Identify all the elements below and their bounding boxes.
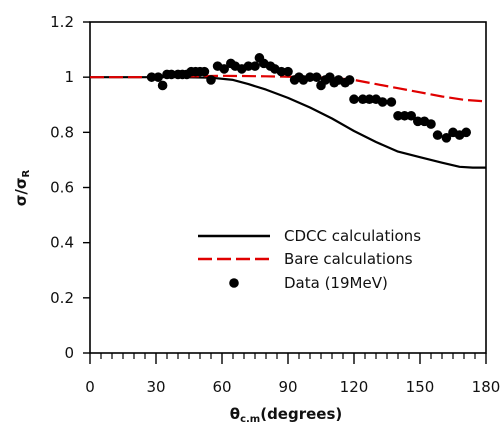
legend-label: Bare calculations — [284, 250, 413, 268]
data-point — [276, 66, 287, 77]
y-tick-label: 0.2 — [50, 289, 74, 307]
data-point — [146, 72, 157, 82]
x-tick-label: 120 — [340, 378, 369, 396]
data-point — [349, 94, 359, 105]
y-axis-title-main: σ/σ — [12, 177, 30, 206]
data-point — [283, 66, 293, 77]
y-tick-label: 1.2 — [50, 13, 74, 31]
data-point — [426, 119, 436, 129]
data-point — [413, 116, 423, 127]
y-axis-title-sub: R — [21, 169, 32, 177]
legend-swatch-marker — [229, 278, 239, 288]
y-tick-label: 0.6 — [50, 179, 74, 197]
data-point — [157, 80, 168, 91]
x-tick-label: 150 — [406, 378, 435, 396]
data-point — [344, 75, 355, 85]
plot-area — [90, 53, 487, 169]
x-tick-label: 60 — [212, 378, 231, 396]
legend: CDCC calculations Bare calculations Data (… — [198, 227, 421, 292]
x-axis-title-main: θ — [230, 405, 240, 423]
x-tick-label: 0 — [85, 378, 95, 396]
data-point — [166, 69, 177, 80]
data-point — [250, 61, 260, 71]
legend-label: Data (19MeV) — [284, 274, 388, 292]
data-point — [461, 127, 472, 138]
data-point — [432, 130, 443, 140]
data-point — [199, 66, 210, 77]
data-point — [393, 110, 403, 121]
x-tick-label: 180 — [472, 378, 501, 396]
data-point — [441, 133, 452, 143]
y-tick-label: 0 — [64, 344, 74, 362]
data-point — [243, 61, 254, 71]
data-point — [406, 110, 417, 121]
y-tick-label: 1 — [64, 68, 74, 86]
data-point — [377, 97, 388, 107]
cdcc-calculation-line — [90, 76, 486, 169]
series-data-19mev — [146, 53, 472, 143]
y-tick-label: 0.4 — [50, 234, 74, 252]
x-tick-label: 30 — [146, 378, 165, 396]
data-point — [219, 64, 229, 74]
legend-label: CDCC calculations — [284, 227, 421, 245]
data-point — [206, 75, 216, 85]
data-point — [364, 94, 375, 105]
x-axis-title: θc.m(degrees) — [230, 405, 343, 425]
x-tick-label: 90 — [278, 378, 297, 396]
data-point — [386, 97, 397, 107]
axes: 0 0.2 0.4 0.6 0.8 1 1.2 0 30 60 90 120 150 180 — [50, 13, 500, 396]
y-axis-title: σ/σR — [12, 169, 32, 206]
data-point — [358, 94, 368, 105]
data-point — [153, 72, 163, 82]
x-axis-title-rest: (degrees) — [260, 405, 342, 423]
x-axis-title-sub: c.m — [240, 414, 260, 425]
data-point — [311, 72, 322, 82]
y-tick-label: 0.8 — [50, 123, 74, 141]
data-point — [399, 110, 410, 121]
series-cdcc-calculations — [90, 76, 486, 169]
data-point — [305, 72, 315, 82]
